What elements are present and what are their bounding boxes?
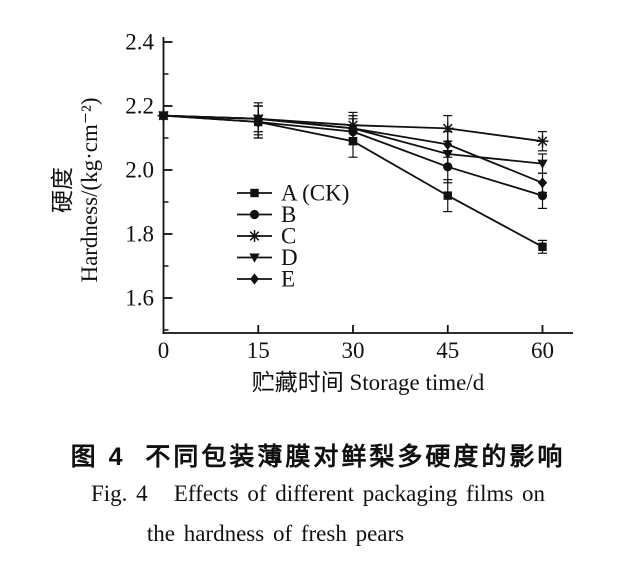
marker-diamond (253, 113, 263, 125)
legend-label: B (281, 202, 296, 227)
legend-item-d: D (237, 245, 298, 270)
marker-circle (249, 209, 260, 220)
figure-caption-english-line2: the hardness of fresh pears (146, 521, 405, 546)
marker-square (443, 191, 452, 200)
x-tick-label: 15 (247, 338, 270, 363)
legend-label: A (CK) (281, 181, 349, 206)
y-tick-label: 1.8 (125, 222, 154, 247)
y-tick-label: 2.4 (125, 30, 154, 55)
legend-label: D (281, 245, 298, 270)
axes-layer: 2.4 2.2 2.0 1.8 1.6 0 15 30 45 60 (125, 30, 573, 363)
marker-triangle-down (537, 159, 548, 169)
marker-diamond (348, 122, 358, 134)
legend-item-b: B (237, 202, 296, 227)
marker-triangle-down (249, 253, 260, 263)
legend-label: C (281, 224, 296, 249)
y-tick-label: 1.6 (125, 286, 154, 311)
marker-square (250, 188, 259, 198)
series-e (159, 105, 547, 193)
legend-item-e: E (237, 267, 295, 292)
marker-asterisk-arm (249, 231, 260, 241)
marker-diamond (250, 273, 259, 285)
y-tick-label: 2.0 (125, 158, 154, 183)
y-axis-title-en: Hardness/(kg·cm⁻²) (77, 97, 102, 282)
x-tick-label: 60 (531, 338, 554, 363)
x-tick-label: 0 (158, 338, 170, 363)
marker-square (538, 242, 547, 251)
marker-diamond (443, 138, 453, 150)
series-layer (157, 102, 549, 254)
y-axis-title-zh: 硬度 (50, 167, 75, 213)
legend-item-ack: A (CK) (237, 181, 349, 206)
marker-circle (537, 191, 548, 201)
legend-label: E (281, 267, 295, 292)
marker-asterisk-arm (537, 136, 548, 147)
x-tick-label: 30 (342, 338, 365, 363)
y-tick-label: 2.2 (125, 94, 154, 119)
figure-caption-english-line1: Fig. 4 Effects of different packaging fi… (90, 481, 546, 506)
x-axis-title: 贮藏时间 Storage time/d (252, 370, 485, 395)
marker-diamond (538, 177, 547, 189)
legend-item-c: C (237, 224, 296, 249)
marker-diamond (159, 110, 168, 122)
figure-caption-chinese: 图 4 不同包装薄膜对鲜梨多硬度的影响 (70, 443, 566, 471)
x-tick-label: 45 (436, 338, 459, 363)
